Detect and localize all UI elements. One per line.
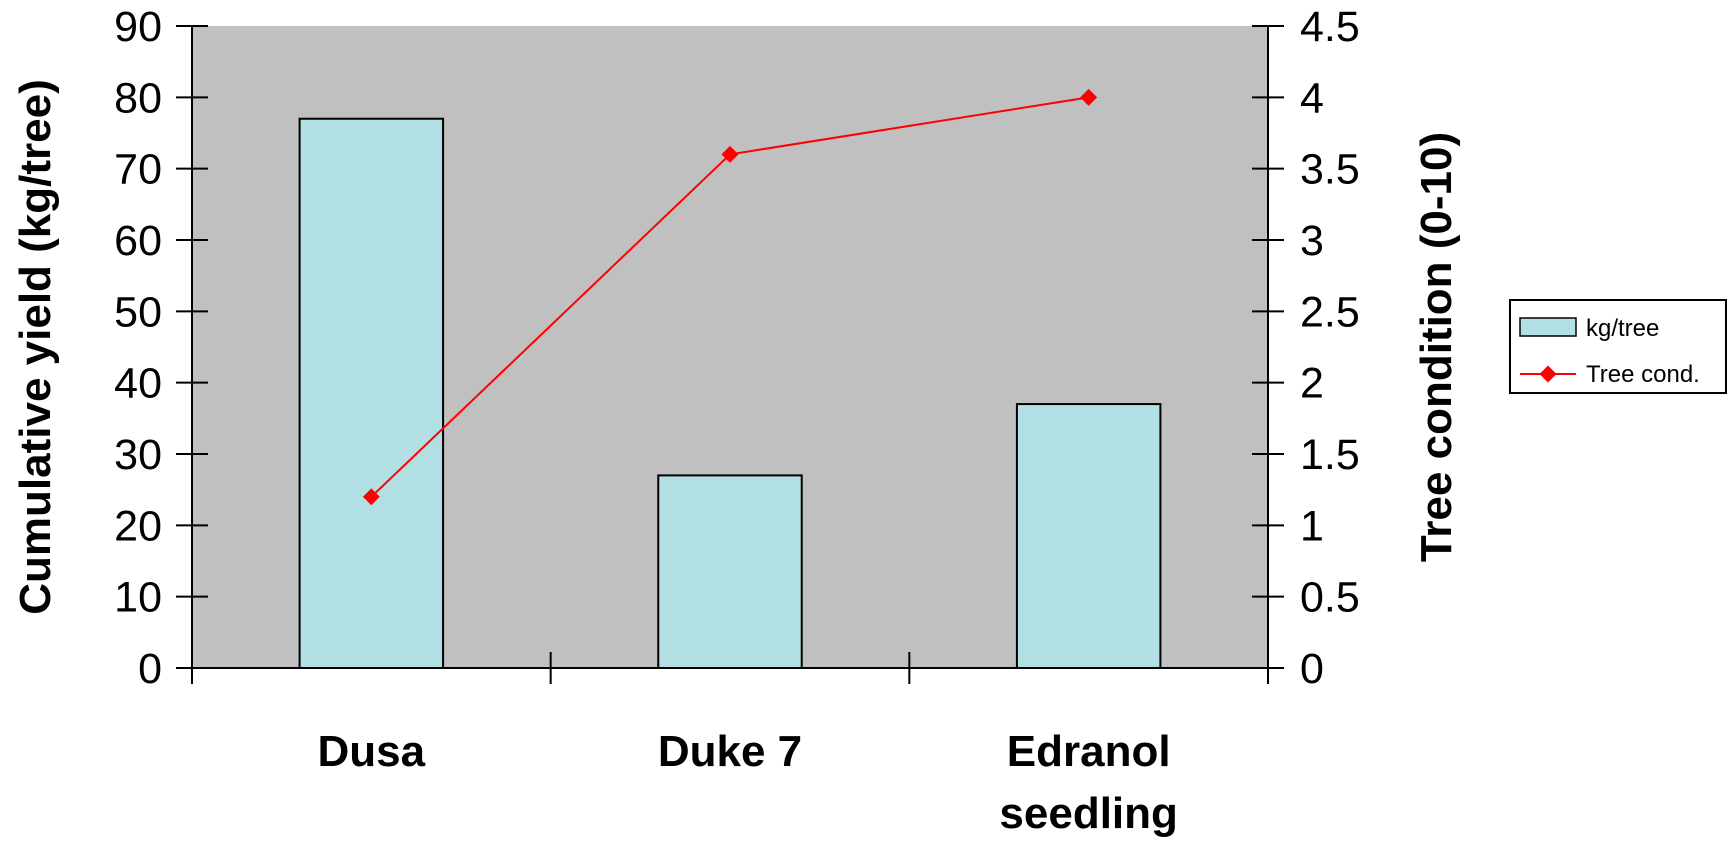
bar-1 [657, 474, 803, 669]
y2-tick-label-1: 0.5 [1300, 574, 1360, 622]
labels-group: 0 10 20 30 40 50 60 70 80 90 0 0.5 1 1.5 2 2.5 3 3.5 4 4.5 D… [114, 3, 1360, 838]
y-tick-label-6: 60 [114, 217, 162, 265]
y2-tick-label-8: 4 [1300, 74, 1324, 122]
y2-tick-label-3: 1.5 [1300, 431, 1360, 479]
y-tick-label-3: 30 [114, 431, 162, 479]
legend-label-bar: kg/tree [1586, 315, 1659, 342]
line-series-group [362, 88, 1098, 506]
y-tick-label-2: 20 [114, 502, 162, 550]
y-tick-label-8: 80 [114, 74, 162, 122]
y2-tick-label-2: 1 [1300, 502, 1324, 550]
legend-swatch-bar [1519, 317, 1577, 337]
y-tick-label-0: 0 [138, 645, 162, 693]
y2-tick-label-5: 2.5 [1300, 288, 1360, 336]
bar-2 [1015, 403, 1162, 669]
legend: kg/tree Tree cond. [1509, 299, 1727, 394]
x-category-label-2-line-1: seedling [999, 789, 1178, 838]
x-category-label-0: Dusa [318, 727, 426, 776]
marker-0 [362, 488, 380, 506]
y2-tick-label-4: 2 [1300, 360, 1324, 408]
y-tick-label-7: 70 [114, 146, 162, 194]
y-tick-label-1: 10 [114, 574, 162, 622]
y2-axis-title: Tree condition (0-10) [1412, 132, 1461, 562]
axes-group [176, 25, 1284, 684]
y2-tick-label-7: 3.5 [1300, 146, 1360, 194]
y-tick-label-5: 50 [114, 288, 162, 336]
x-category-label-1: Duke 7 [658, 727, 802, 776]
y2-tick-label-6: 3 [1300, 217, 1324, 265]
bars-group [298, 117, 1162, 669]
y-axis-title: Cumulative yield (kg/tree) [11, 79, 60, 614]
x-category-label-2-line-0: Edranol [1007, 727, 1171, 776]
y2-tick-label-0: 0 [1300, 645, 1324, 693]
y2-tick-label-9: 4.5 [1300, 3, 1360, 51]
y-tick-label-9: 90 [114, 3, 162, 51]
bar-0 [298, 117, 445, 669]
marker-1 [721, 145, 739, 163]
legend-label-line: Tree cond. [1586, 361, 1700, 388]
y-tick-label-4: 40 [114, 360, 162, 408]
